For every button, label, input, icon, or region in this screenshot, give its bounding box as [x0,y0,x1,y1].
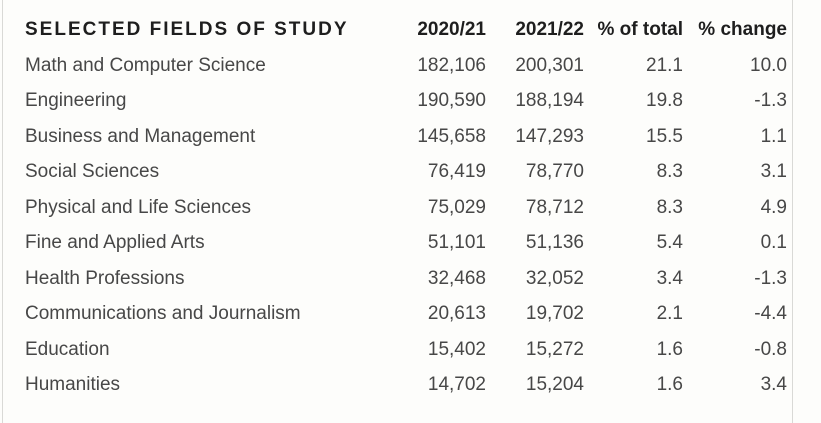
value-cell: 78,712 [525,196,584,218]
table-row: Education 15,402 15,272 1.6 -0.8 [3,332,792,368]
value-cell: 19.8 [646,90,683,112]
fields-of-study-table: SELECTED FIELDS OF STUDY 2020/21 2021/22… [3,12,792,403]
value-cell: 75,029 [427,196,486,218]
table-row: Math and Computer Science 182,106 200,301 2… [3,48,792,84]
value-cell: 5.4 [656,232,683,254]
value-cell: 51,136 [525,232,584,254]
field-cell: Math and Computer Science [25,54,266,76]
value-cell: -0.8 [754,338,787,360]
value-cell: 32,468 [427,267,486,289]
value-cell: -4.4 [754,303,787,325]
field-cell: Engineering [25,90,127,112]
value-cell: 32,052 [525,267,584,289]
field-cell: Social Sciences [25,161,160,183]
value-cell: 19,702 [525,303,584,325]
table-row: Fine and Applied Arts 51,101 51,136 5.4 0.1 [3,226,792,262]
field-cell: Fine and Applied Arts [25,232,205,254]
value-cell: 76,419 [427,161,486,183]
value-cell: -1.3 [754,90,787,112]
value-cell: 145,658 [417,125,486,147]
table-header: SELECTED FIELDS OF STUDY 2020/21 2021/22… [3,12,792,48]
table-body: Math and Computer Science 182,106 200,301 2… [3,48,792,403]
value-cell: 1.1 [760,125,787,147]
value-cell: 14,702 [427,374,486,396]
value-cell: 0.1 [760,232,787,254]
column-header-2021-22: 2021/22 [515,19,584,40]
value-cell: 200,301 [515,54,584,76]
value-cell: 8.3 [656,161,683,183]
value-cell: 3.4 [760,374,787,396]
table-row: Communications and Journalism 20,613 19,70… [3,297,792,333]
table-row: Humanities 14,702 15,204 1.6 3.4 [3,368,792,404]
value-cell: 78,770 [525,161,584,183]
value-cell: 1.6 [656,374,683,396]
field-cell: Health Professions [25,267,185,289]
value-cell: -1.3 [754,267,787,289]
header-row: SELECTED FIELDS OF STUDY 2020/21 2021/22… [3,12,792,48]
column-header-field: SELECTED FIELDS OF STUDY [25,19,349,40]
value-cell: 147,293 [515,125,584,147]
table-row: Business and Management 145,658 147,293 15.… [3,119,792,155]
value-cell: 21.1 [646,54,683,76]
column-header-2020-21: 2020/21 [417,19,486,40]
table-row: Social Sciences 76,419 78,770 8.3 3.1 [3,155,792,191]
value-cell: 15,204 [525,374,584,396]
value-cell: 8.3 [656,196,683,218]
value-cell: 3.1 [760,161,787,183]
value-cell: 3.4 [656,267,683,289]
value-cell: 15.5 [646,125,683,147]
field-cell: Education [25,338,110,360]
value-cell: 51,101 [427,232,486,254]
field-cell: Business and Management [25,125,256,147]
value-cell: 188,194 [515,90,584,112]
column-header-pct-change: % change [698,19,787,40]
value-cell: 2.1 [656,303,683,325]
column-header-pct-total: % of total [597,19,684,40]
value-cell: 4.9 [760,196,787,218]
field-cell: Humanities [25,374,121,396]
value-cell: 1.6 [656,338,683,360]
value-cell: 182,106 [417,54,486,76]
table-row: Health Professions 32,468 32,052 3.4 -1.3 [3,261,792,297]
value-cell: 15,402 [427,338,486,360]
table-row: Physical and Life Sciences 75,029 78,712 8.… [3,190,792,226]
value-cell: 190,590 [417,90,486,112]
value-cell: 15,272 [525,338,584,360]
value-cell: 10.0 [750,54,787,76]
value-cell: 20,613 [427,303,486,325]
field-cell: Physical and Life Sciences [25,196,252,218]
field-cell: Communications and Journalism [25,303,301,325]
table-container: SELECTED FIELDS OF STUDY 2020/21 2021/22… [2,0,793,423]
table-row: Engineering 190,590 188,194 19.8 -1.3 [3,84,792,120]
